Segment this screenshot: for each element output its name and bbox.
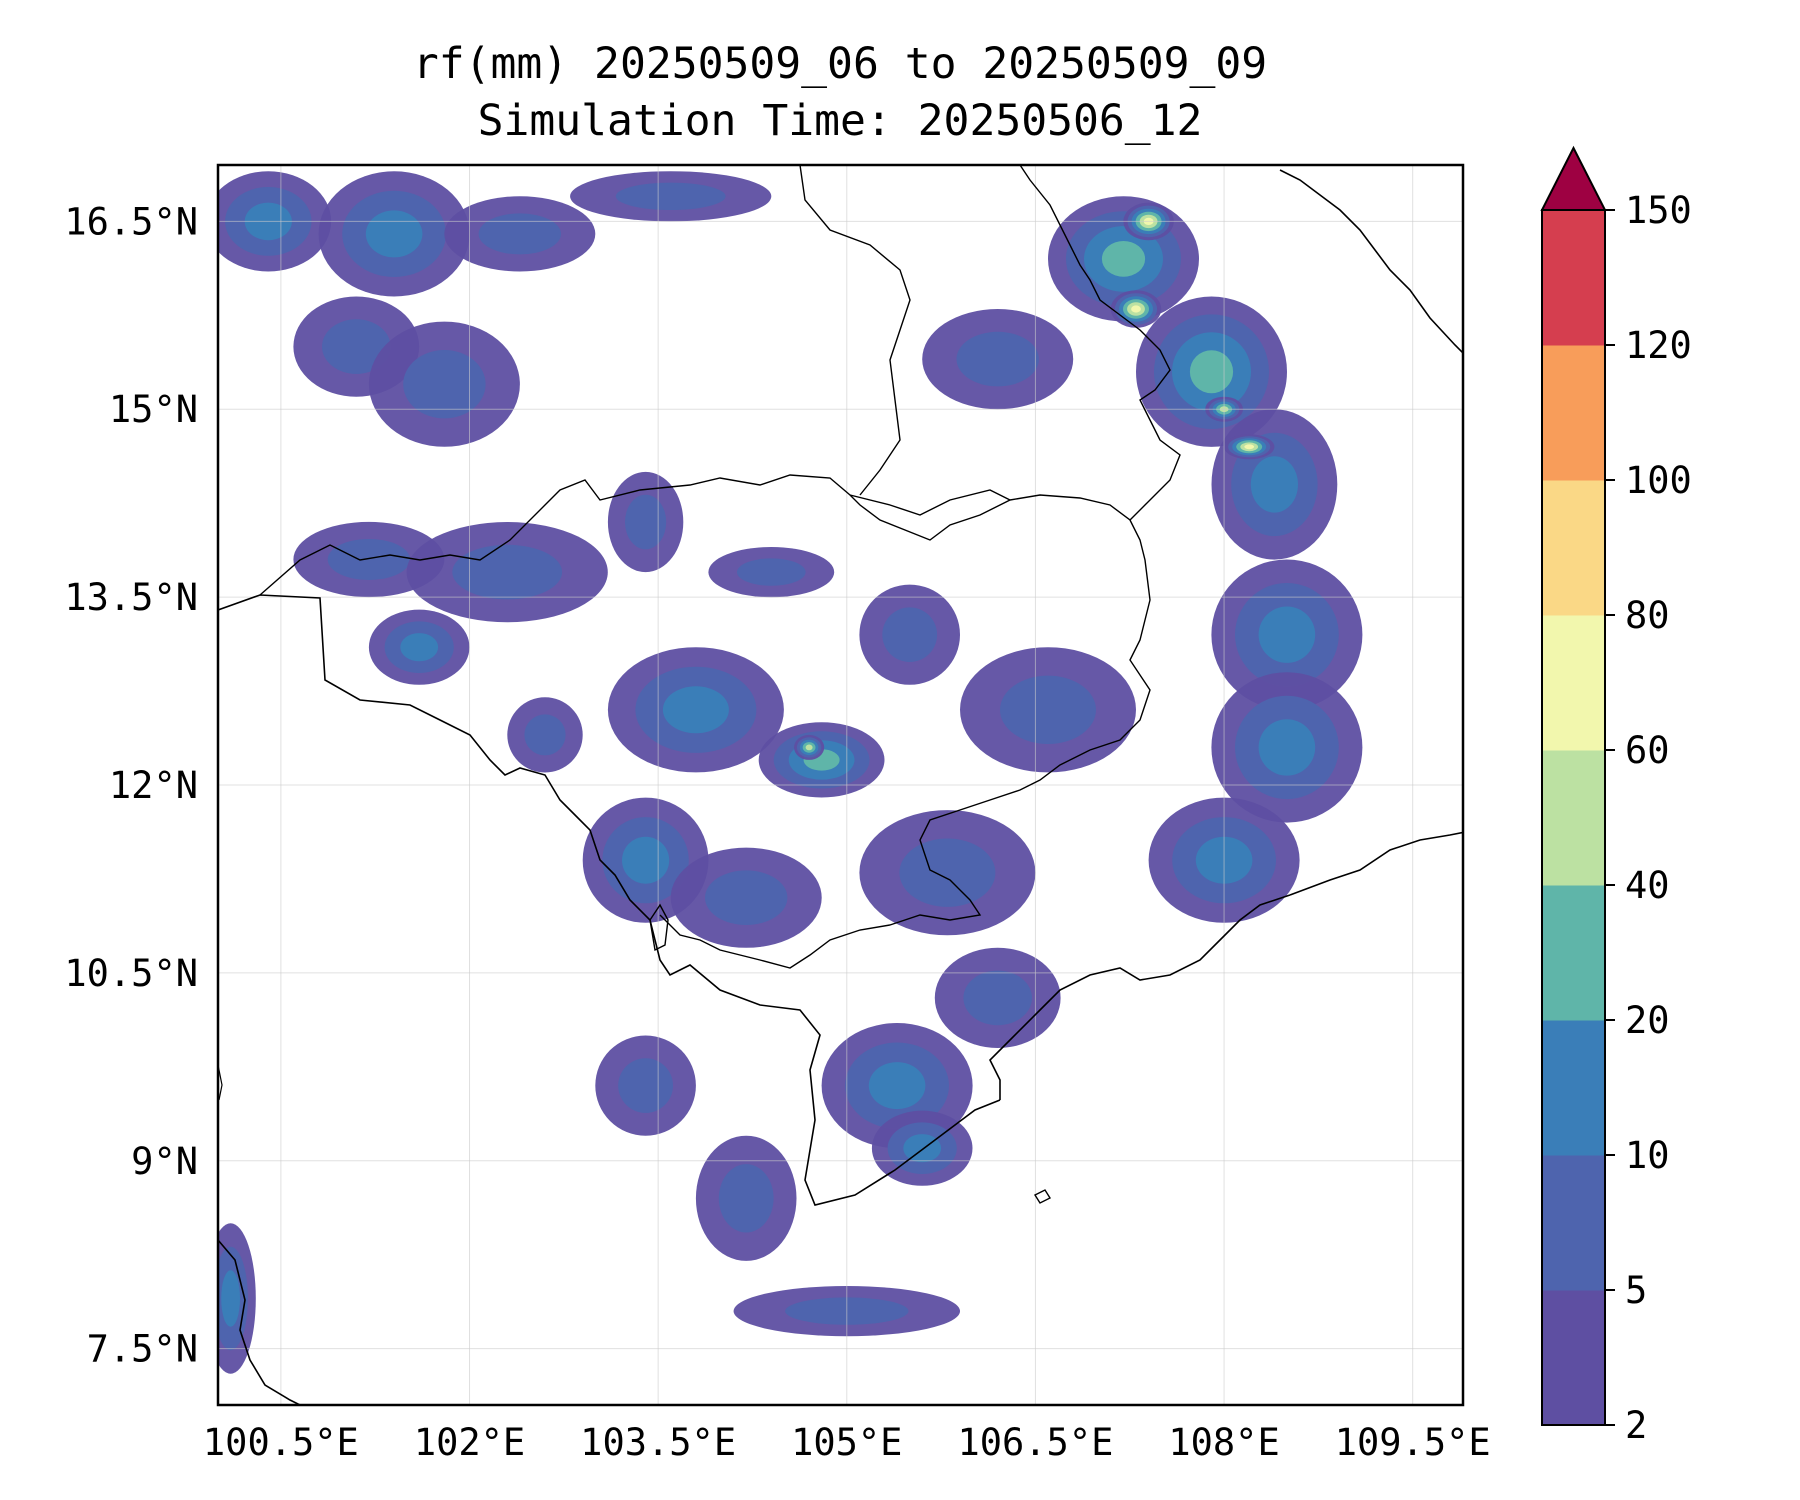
colorbar-segment bbox=[1542, 480, 1605, 616]
rain-area-22-level-1 bbox=[718, 1164, 774, 1233]
x-tick-label: 106.5°E bbox=[957, 1421, 1113, 1464]
coastline-malay-peninsula bbox=[218, 1239, 301, 1405]
gridlines bbox=[218, 165, 1463, 1405]
border-laos-thailand bbox=[799, 165, 911, 496]
colorbar-label: 60 bbox=[1625, 729, 1670, 772]
x-tick-label: 103.5°E bbox=[580, 1421, 736, 1464]
border-cambodia-vietnam bbox=[659, 494, 1151, 969]
colorbar-label: 40 bbox=[1625, 864, 1670, 907]
x-tick-label: 100.5°E bbox=[203, 1421, 359, 1464]
rain-area-16-level-1 bbox=[882, 607, 938, 662]
rain-area-2-level-1 bbox=[322, 319, 391, 374]
border-thailand-cambodia bbox=[259, 474, 1011, 596]
y-tick-label: 12°N bbox=[109, 764, 198, 807]
colorbar-label: 5 bbox=[1625, 1269, 1647, 1312]
border-laos-vietnam bbox=[1019, 165, 1181, 521]
y-tick-label: 9°N bbox=[131, 1140, 198, 1183]
rain-area-13-level-1 bbox=[705, 870, 788, 925]
rain-area-10-level-2 bbox=[662, 686, 729, 734]
colorbar-segment bbox=[1542, 345, 1605, 481]
colorbar-label: 100 bbox=[1625, 459, 1692, 502]
rain-area-37-level-4 bbox=[805, 744, 813, 751]
colorbar-label: 2 bbox=[1625, 1404, 1647, 1447]
x-tick-label: 105°E bbox=[791, 1421, 902, 1464]
rainfall-contours bbox=[218, 171, 1363, 1374]
rain-area-34-level-5 bbox=[1131, 305, 1141, 313]
y-tick-label: 16.5°N bbox=[64, 200, 198, 243]
colorbar: 2 5 10 20 40 60 80 100 120 150 bbox=[1540, 145, 1692, 1447]
colorbar-frame bbox=[1541, 209, 1606, 1426]
y-axis-ticks: 7.5°N 9°N 10.5°N 12°N 13.5°N 15°N 16.5°N bbox=[64, 200, 198, 1370]
colorbar-segment bbox=[1542, 1290, 1605, 1426]
map-frame bbox=[216, 163, 1465, 1407]
island-con-dao bbox=[1033, 1189, 1052, 1204]
map-area bbox=[216, 163, 1465, 1407]
colorbar-segment bbox=[1542, 1020, 1605, 1156]
y-tick-label: 15°N bbox=[109, 388, 198, 431]
chart-title: rf(mm) 20250509_06 to 20250509_09 bbox=[413, 39, 1267, 89]
rain-area-23-level-1 bbox=[618, 1058, 673, 1113]
rain-area-9-level-1 bbox=[524, 714, 566, 756]
rain-area-27-level-3 bbox=[1101, 241, 1146, 277]
x-tick-label: 102°E bbox=[414, 1421, 525, 1464]
rain-area-12-level-2 bbox=[622, 836, 670, 884]
rain-area-3-level-1 bbox=[403, 350, 486, 419]
rain-area-21-level-2 bbox=[903, 1134, 942, 1163]
rain-area-19-level-1 bbox=[963, 970, 1032, 1026]
colorbar-label: 150 bbox=[1625, 189, 1692, 232]
rain-area-7-level-1 bbox=[452, 544, 563, 600]
rain-area-4-level-1 bbox=[478, 213, 561, 255]
island-west-coast bbox=[218, 1064, 223, 1101]
island-phu-quoc bbox=[649, 903, 669, 952]
colorbar-segments bbox=[1542, 210, 1605, 1426]
chart-subtitle: Simulation Time: 20250506_12 bbox=[478, 96, 1203, 146]
rain-area-31-level-2 bbox=[1258, 719, 1316, 776]
y-tick-label: 13.5°N bbox=[64, 576, 198, 619]
colorbar-segment bbox=[1542, 885, 1605, 1021]
coastlines-and-borders bbox=[218, 165, 1463, 1405]
x-axis-ticks: 100.5°E 102°E 103.5°E 105°E 106.5°E 108°E 109.… bbox=[203, 1421, 1491, 1464]
coastline-mekong-delta bbox=[989, 894, 1291, 1100]
rain-area-28-level-3 bbox=[1189, 350, 1234, 394]
y-tick-label: 10.5°N bbox=[64, 952, 198, 995]
colorbar-extend-arrow bbox=[1540, 145, 1607, 211]
rain-area-14-level-1 bbox=[625, 494, 667, 550]
y-tick-label: 7.5°N bbox=[87, 1328, 198, 1371]
coastline-central-vietnam bbox=[1279, 169, 1463, 896]
rain-area-17-level-1 bbox=[1000, 675, 1096, 744]
rain-area-18-level-1 bbox=[899, 838, 996, 907]
rain-area-30-level-2 bbox=[1258, 606, 1316, 663]
rain-area-1-level-2 bbox=[365, 210, 423, 258]
rain-area-29-level-2 bbox=[1250, 456, 1298, 513]
colorbar-segment bbox=[1542, 1155, 1605, 1291]
border-laos-cambodia bbox=[849, 489, 1011, 516]
rain-area-26-level-1 bbox=[956, 331, 1039, 387]
colorbar-segment bbox=[1542, 750, 1605, 886]
rain-area-5-level-1 bbox=[615, 182, 726, 210]
colorbar-label: 20 bbox=[1625, 999, 1670, 1042]
x-tick-label: 109.5°E bbox=[1335, 1421, 1491, 1464]
rain-area-20-level-2 bbox=[868, 1062, 926, 1110]
rain-area-6-level-1 bbox=[327, 539, 411, 580]
colorbar-segment bbox=[1542, 210, 1605, 346]
rain-area-35-level-5 bbox=[1244, 444, 1255, 450]
colorbar-segment bbox=[1542, 615, 1605, 751]
x-tick-label: 108°E bbox=[1168, 1421, 1279, 1464]
rain-area-8-level-2 bbox=[400, 633, 439, 662]
rain-area-25-level-2 bbox=[221, 1270, 241, 1327]
colorbar-label: 80 bbox=[1625, 594, 1670, 637]
colorbar-labels: 2 5 10 20 40 60 80 100 120 150 bbox=[1605, 189, 1692, 1447]
rain-area-15-level-1 bbox=[737, 558, 806, 586]
coastline-gulf-of-thailand bbox=[218, 594, 1001, 1206]
colorbar-label: 120 bbox=[1625, 324, 1692, 367]
colorbar-label: 10 bbox=[1625, 1134, 1670, 1177]
